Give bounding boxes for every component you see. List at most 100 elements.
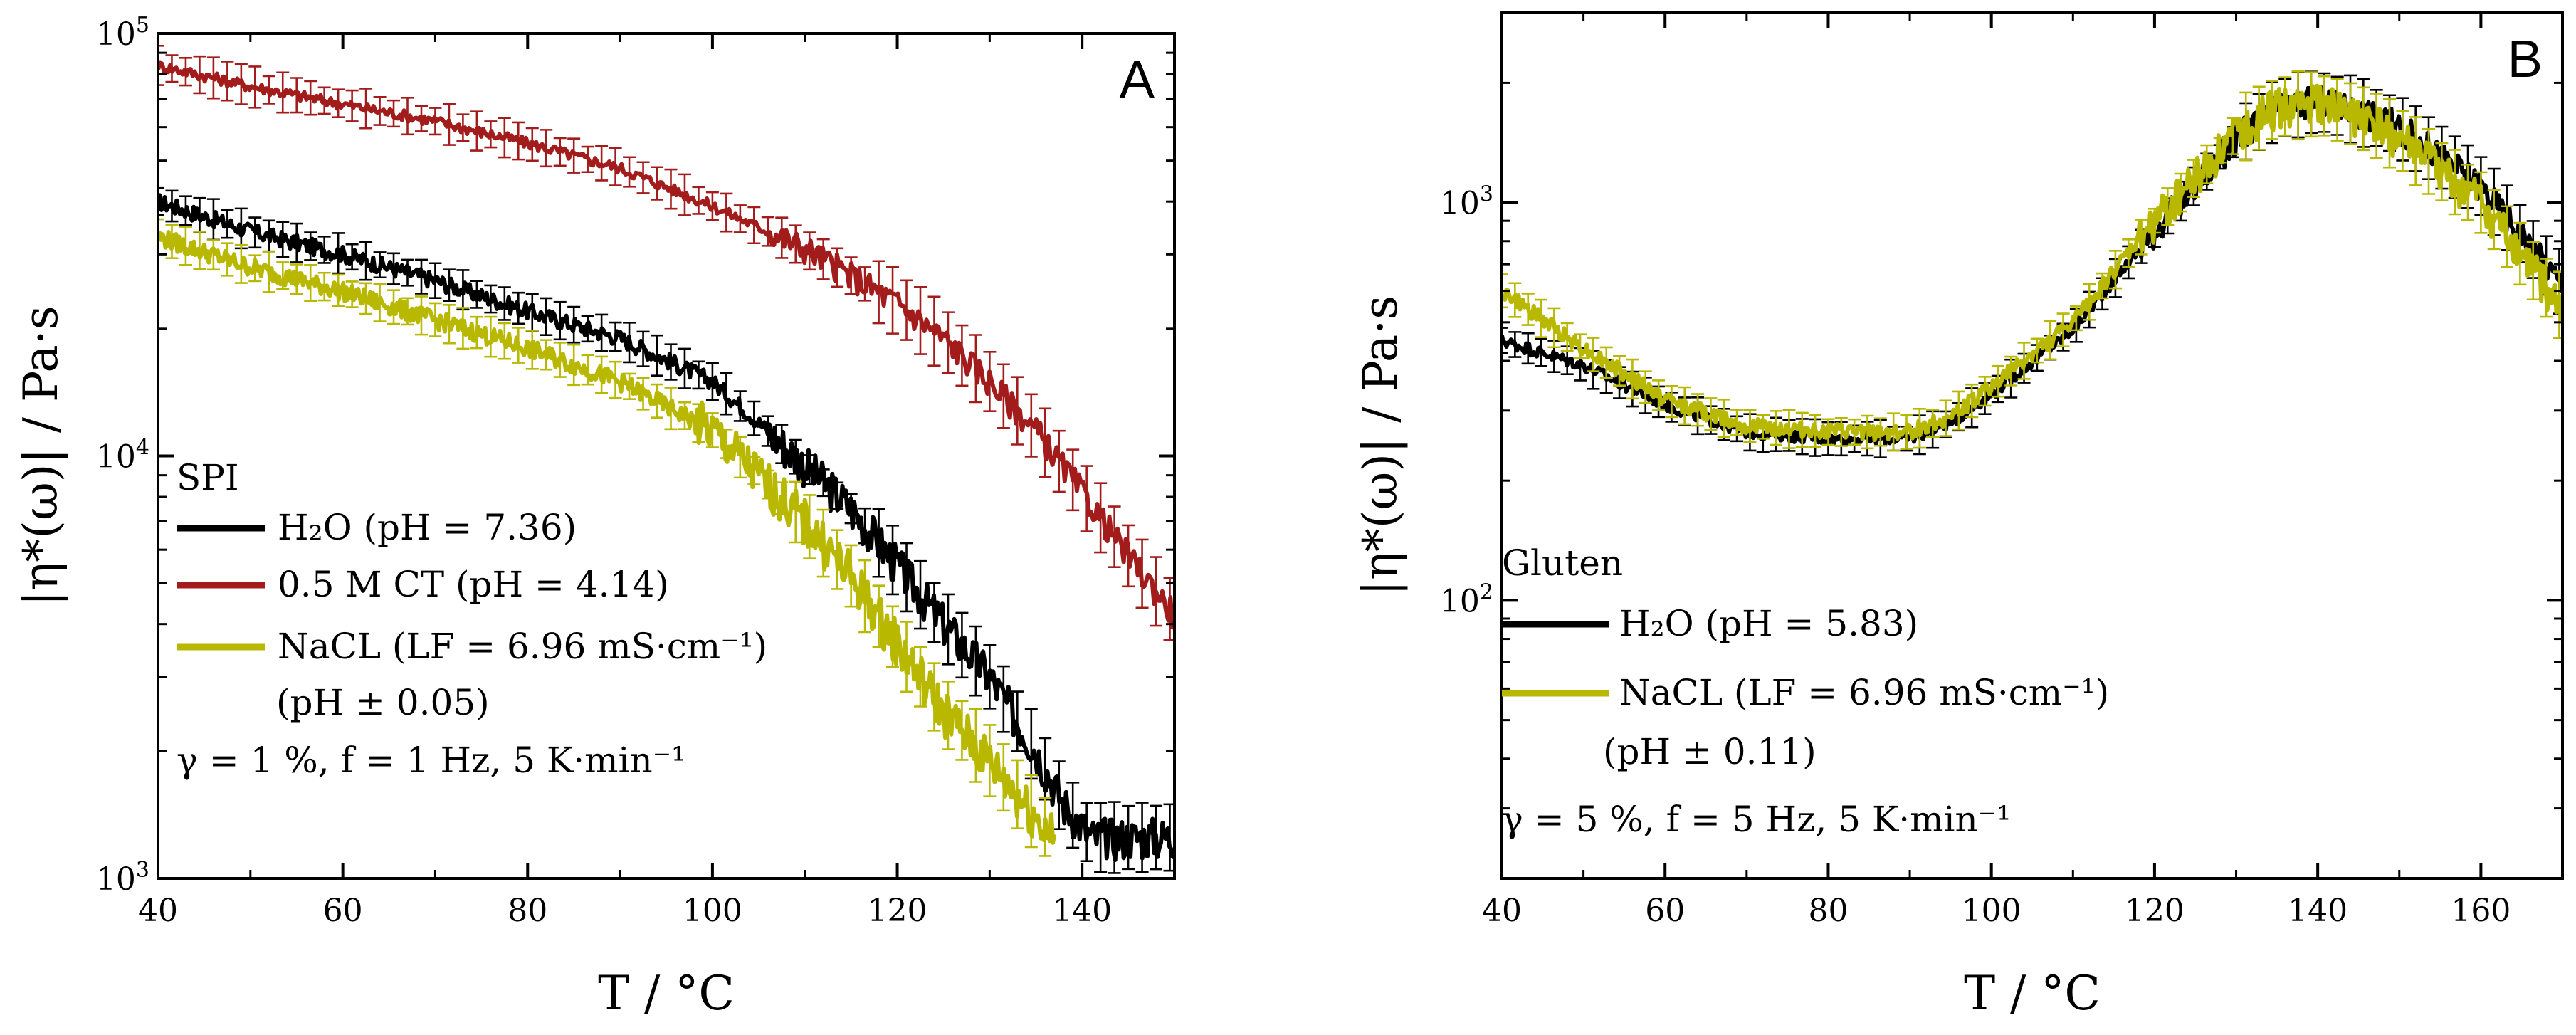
error-bar [276, 71, 290, 114]
error-bar [553, 342, 567, 378]
error-bar [997, 363, 1010, 429]
error-bar [720, 428, 733, 459]
x-tick-label: 60 [1645, 893, 1685, 929]
y-tick-label: 102 [1440, 579, 1493, 619]
x-tick-label: 100 [683, 893, 742, 929]
error-bar [470, 315, 483, 350]
error-bar [1135, 538, 1149, 609]
error-bar [2291, 70, 2305, 141]
error-bar [705, 412, 719, 448]
error-bar [595, 355, 609, 394]
error-bar [803, 454, 816, 485]
x-axis-label: T / °C [598, 966, 735, 1021]
error-bar [997, 665, 1010, 733]
error-bar [844, 493, 858, 525]
error-bar [1717, 399, 1730, 438]
legend-label: 0.5 M CT (pH = 4.14) [278, 564, 669, 605]
x-tick-label: 160 [2451, 893, 2511, 929]
error-bar [512, 327, 525, 364]
error-bar [1108, 505, 1121, 568]
error-bar [2383, 98, 2397, 169]
error-bar [304, 263, 317, 303]
y-tick-label: 104 [96, 436, 149, 476]
error-bar [1502, 327, 1508, 354]
x-tick-label: 120 [2125, 893, 2185, 929]
error-bar [1704, 397, 1718, 431]
error-bar [609, 321, 622, 352]
error-bar [484, 315, 498, 358]
series-line [1502, 83, 2562, 442]
error-bar [2422, 127, 2436, 195]
error-bar [179, 195, 192, 226]
error-bar [733, 390, 747, 422]
y-tick-label: 103 [96, 858, 149, 898]
error-bar [540, 339, 553, 371]
error-bar [969, 708, 982, 783]
error-bar [234, 63, 248, 105]
error-bar [1861, 414, 1874, 450]
error-bar [1150, 804, 1163, 871]
legend-title: Gluten [1502, 542, 1623, 584]
x-tick-label: 120 [868, 893, 927, 929]
legend-note: γ = 1 %, f = 1 Hz, 5 K·min⁻¹ [177, 740, 685, 781]
error-bar [345, 243, 359, 271]
error-bar [429, 302, 442, 337]
error-bar [844, 256, 858, 295]
error-bar [2330, 78, 2344, 142]
error-bar [1011, 759, 1024, 829]
error-bar [2017, 342, 2031, 380]
error-bar [165, 189, 179, 223]
error-bar [1521, 293, 1535, 326]
error-bar [651, 334, 664, 377]
error-bar [359, 88, 373, 130]
error-bar [664, 387, 678, 431]
error-bar [803, 231, 816, 271]
error-bar [664, 343, 678, 381]
error-bar [1535, 298, 1548, 339]
error-bar [636, 330, 650, 368]
error-bar [442, 103, 456, 146]
error-bar [789, 480, 802, 544]
error-bar [2108, 249, 2122, 290]
x-tick-label: 100 [1962, 893, 2022, 929]
error-bar [276, 261, 290, 290]
error-bar [304, 80, 317, 116]
error-bar [1743, 409, 1757, 443]
error-bar [248, 254, 262, 283]
error-bar [442, 303, 456, 345]
error-bar [858, 507, 872, 545]
error-bar [221, 242, 234, 277]
error-bar [858, 559, 872, 634]
error-bar [359, 241, 373, 281]
error-bar [1011, 690, 1024, 752]
error-bar [373, 251, 387, 279]
error-bar [359, 282, 373, 315]
error-bar [831, 247, 844, 288]
error-bar [2226, 117, 2239, 155]
error-bar [429, 262, 442, 299]
error-bar [927, 582, 941, 643]
error-bar [2318, 75, 2331, 137]
error-bar [720, 192, 733, 233]
error-bar [2096, 272, 2109, 300]
error-bar [1978, 376, 1992, 407]
legend-label: NaCL (LF = 6.96 mS·cm⁻¹) [1619, 672, 2109, 713]
y-tick-label: 103 [1440, 182, 1493, 222]
error-bar [206, 56, 220, 100]
error-bar [1122, 524, 1135, 588]
error-bar [2265, 80, 2278, 140]
error-bar [221, 61, 234, 102]
error-bar [1834, 416, 1848, 447]
error-bar [1094, 482, 1108, 554]
error-bar [553, 137, 567, 167]
error-bar [900, 542, 913, 613]
legend-sublabel: (pH ± 0.11) [1603, 731, 1817, 772]
error-bar [1508, 331, 1522, 358]
error-bar [1052, 760, 1066, 831]
error-bar [304, 231, 317, 261]
error-bar [401, 297, 414, 326]
error-bar [941, 681, 955, 750]
error-bar [317, 235, 331, 264]
error-bar [1039, 797, 1052, 857]
